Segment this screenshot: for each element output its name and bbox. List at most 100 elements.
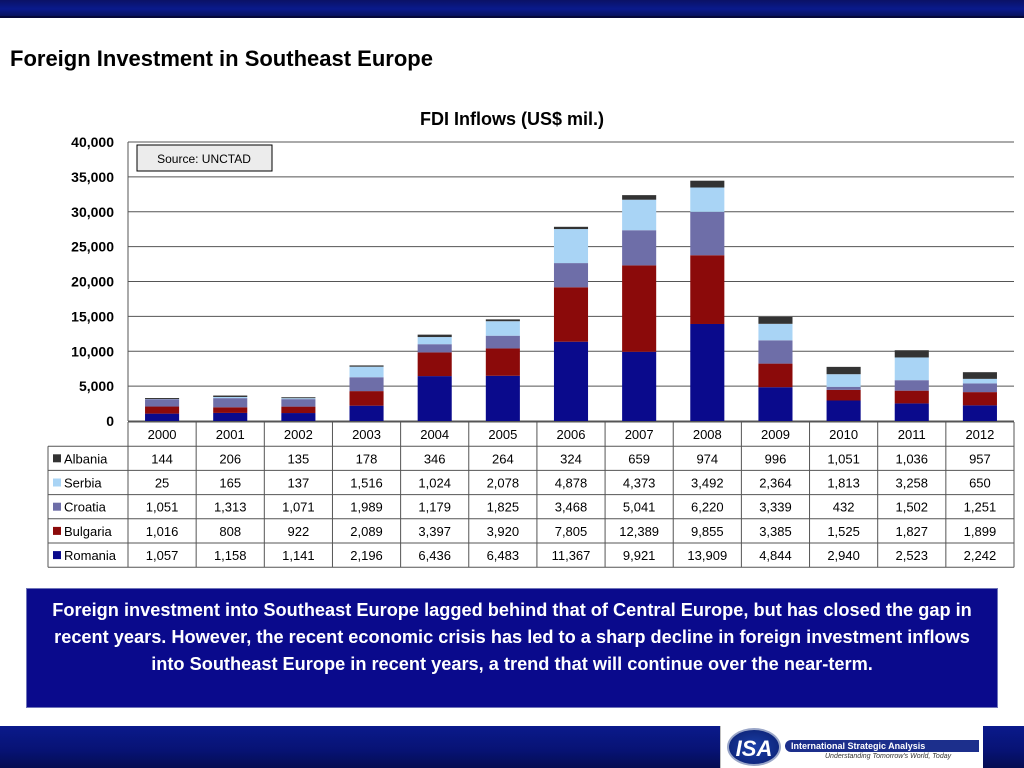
table-cell-bulgaria: 1,827 xyxy=(895,524,928,539)
x-tick-label: 2012 xyxy=(965,427,994,442)
table-cell-bulgaria: 7,805 xyxy=(555,524,588,539)
table-cell-romania: 1,057 xyxy=(146,548,179,563)
bar-segment-romania xyxy=(894,403,929,421)
y-tick-label: 25,000 xyxy=(71,239,114,255)
legend-swatch-serbia xyxy=(53,478,61,487)
table-cell-romania: 2,242 xyxy=(964,548,997,563)
bar-segment-romania xyxy=(145,413,180,421)
table-cell-croatia: 5,041 xyxy=(623,500,656,515)
table-cell-serbia: 137 xyxy=(288,476,310,491)
x-tick-label: 2009 xyxy=(761,427,790,442)
bar-segment-croatia xyxy=(826,386,861,390)
bar-segment-albania xyxy=(349,365,384,367)
bar-segment-croatia xyxy=(962,383,997,393)
table-cell-serbia: 165 xyxy=(219,476,241,491)
bar-segment-serbia xyxy=(826,374,861,387)
table-cell-serbia: 650 xyxy=(969,476,991,491)
table-cell-croatia: 1,179 xyxy=(418,500,451,515)
x-tick-label: 2006 xyxy=(557,427,586,442)
y-tick-label: 20,000 xyxy=(71,274,114,290)
bar-segment-serbia xyxy=(962,378,997,384)
bar-segment-albania xyxy=(553,226,589,230)
legend-entry-bulgaria: Bulgaria xyxy=(64,524,112,539)
bar-segment-bulgaria xyxy=(213,407,248,413)
y-tick-label: 10,000 xyxy=(71,343,114,359)
y-tick-label: 35,000 xyxy=(71,169,114,185)
bar-segment-bulgaria xyxy=(553,287,589,342)
bar-segment-croatia xyxy=(417,344,452,353)
table-cell-romania: 1,158 xyxy=(214,548,247,563)
y-tick-label: 0 xyxy=(106,413,114,429)
table-cell-croatia: 1,313 xyxy=(214,500,247,515)
bar-segment-croatia xyxy=(894,380,929,391)
bar-segment-romania xyxy=(690,323,725,421)
bars xyxy=(145,180,997,421)
x-tick-label: 2000 xyxy=(148,427,177,442)
bar-segment-croatia xyxy=(213,398,248,408)
bar-segment-romania xyxy=(213,412,248,421)
bar-segment-bulgaria xyxy=(826,389,861,401)
table-cell-albania: 957 xyxy=(969,451,991,466)
table-cell-bulgaria: 9,855 xyxy=(691,524,724,539)
isa-logo: ISA International Strategic Analysis Und… xyxy=(720,726,983,768)
page-title: Foreign Investment in Southeast Europe xyxy=(10,46,433,71)
bar-segment-romania xyxy=(281,413,316,421)
bar-segment-romania xyxy=(417,376,452,421)
bar-segment-bulgaria xyxy=(758,363,793,388)
bar-segment-serbia xyxy=(758,323,793,341)
table-cell-croatia: 1,825 xyxy=(487,500,520,515)
logo-name: International Strategic Analysis xyxy=(791,741,926,751)
table-cell-bulgaria: 1,016 xyxy=(146,524,179,539)
table-cell-albania: 1,051 xyxy=(827,451,860,466)
table-cell-croatia: 1,251 xyxy=(964,500,997,515)
bar-segment-albania xyxy=(622,195,657,200)
bar-segment-bulgaria xyxy=(349,391,384,406)
table-cell-croatia: 432 xyxy=(833,500,855,515)
table-cell-bulgaria: 922 xyxy=(288,524,310,539)
bar-segment-serbia xyxy=(894,357,929,381)
bar-segment-bulgaria xyxy=(894,390,929,404)
legend-swatch-romania xyxy=(53,551,61,560)
table-cell-albania: 1,036 xyxy=(895,451,928,466)
bar-segment-croatia xyxy=(553,263,589,288)
bar-segment-romania xyxy=(349,405,384,421)
bar-segment-bulgaria xyxy=(417,352,452,377)
top-banner xyxy=(0,0,1024,18)
chart-title: FDI Inflows (US$ mil.) xyxy=(420,109,604,129)
table-cell-serbia: 2,078 xyxy=(487,476,520,491)
bar-segment-romania xyxy=(962,405,997,421)
y-tick-label: 40,000 xyxy=(71,134,114,150)
x-tick-label: 2008 xyxy=(693,427,722,442)
bar-segment-croatia xyxy=(690,211,725,256)
y-tick-label: 15,000 xyxy=(71,308,114,324)
bar-segment-serbia xyxy=(690,187,725,212)
table-cell-croatia: 3,339 xyxy=(759,500,792,515)
bar-segment-romania xyxy=(826,400,861,421)
table-cell-romania: 2,940 xyxy=(827,548,860,563)
bar-segment-serbia xyxy=(485,321,520,336)
table-cell-croatia: 1,071 xyxy=(282,500,315,515)
table-cell-serbia: 4,878 xyxy=(555,476,588,491)
source-box: Source: UNCTAD xyxy=(136,144,273,172)
legend-entry-croatia: Croatia xyxy=(64,500,107,515)
bar-segment-bulgaria xyxy=(281,406,316,414)
x-tick-label: 2011 xyxy=(898,427,926,442)
table-cell-bulgaria: 3,385 xyxy=(759,524,792,539)
source-label: Source: UNCTAD xyxy=(157,152,251,166)
table-cell-bulgaria: 808 xyxy=(219,524,241,539)
summary-text: Foreign investment into Southeast Europe… xyxy=(52,600,972,674)
bar-segment-albania xyxy=(690,180,725,188)
table-cell-serbia: 3,492 xyxy=(691,476,724,491)
table-cell-albania: 135 xyxy=(288,451,310,466)
bar-segment-bulgaria xyxy=(962,392,997,406)
table-cell-bulgaria: 12,389 xyxy=(619,524,659,539)
bar-segment-romania xyxy=(622,351,657,421)
table-cell-croatia: 1,051 xyxy=(146,500,179,515)
bar-segment-romania xyxy=(758,387,793,421)
table-cell-albania: 996 xyxy=(765,451,787,466)
bar-segment-albania xyxy=(962,372,997,379)
table-cell-serbia: 4,373 xyxy=(623,476,656,491)
x-tick-label: 2003 xyxy=(352,427,381,442)
y-axis: 0 5,000 10,000 15,000 20,000 25,000 30,000 35,0… xyxy=(71,134,129,429)
table-cell-croatia: 1,989 xyxy=(350,500,383,515)
